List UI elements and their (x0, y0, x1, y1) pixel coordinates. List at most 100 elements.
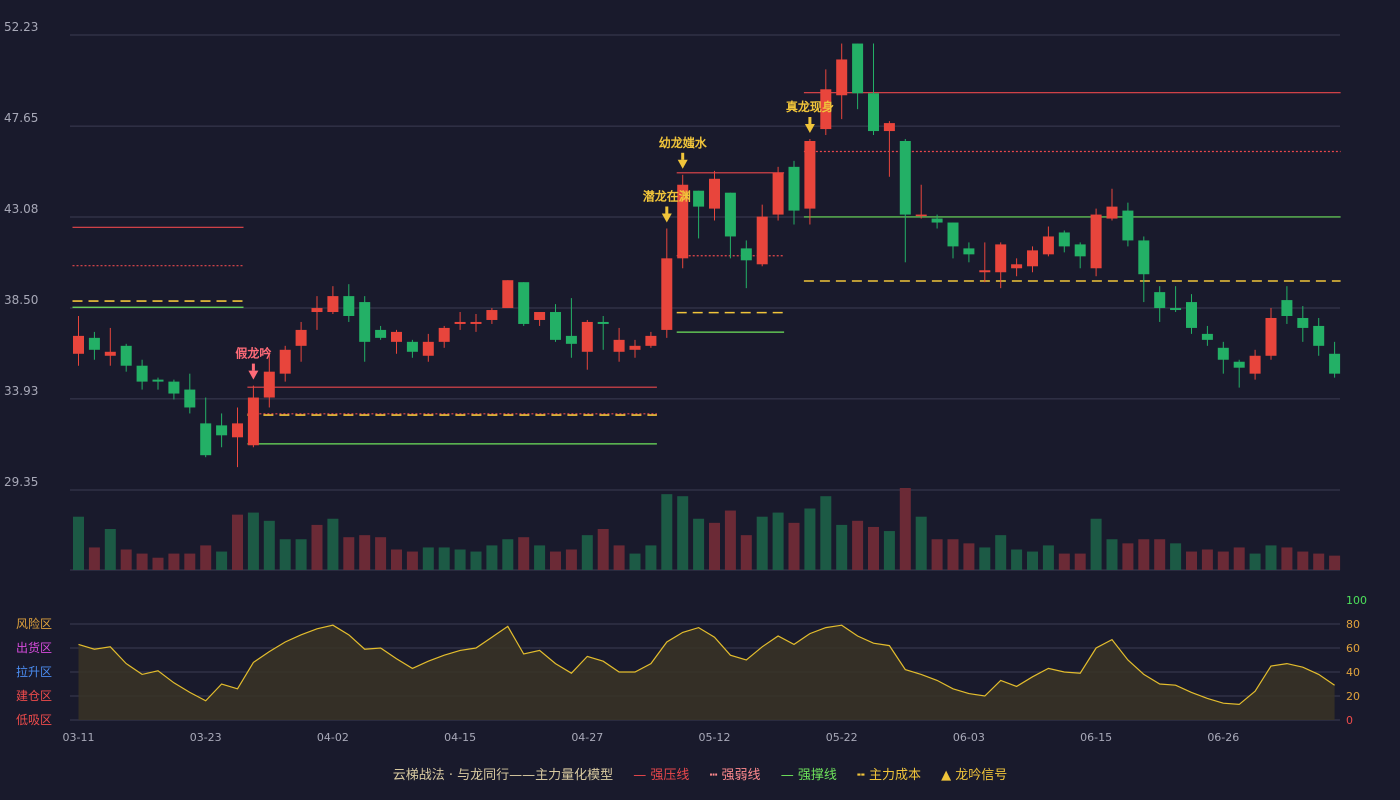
volume-bar (216, 551, 228, 570)
candle-body (343, 296, 355, 316)
candle-body (995, 244, 1007, 273)
dotted-line-icon: ┅ (709, 768, 718, 783)
legend-signal[interactable]: ▲ 龙吟信号 (941, 768, 1007, 783)
candle-body (947, 222, 959, 247)
volume-bar (693, 518, 705, 570)
candle-body (391, 331, 402, 342)
volume-bar (772, 512, 784, 570)
volume-bar (1090, 518, 1102, 570)
volume-bar (1074, 553, 1086, 570)
candle-body (470, 321, 482, 324)
volume-bar (836, 524, 848, 570)
candle-body (661, 258, 673, 330)
price-tick-label: 38.50 (4, 293, 38, 307)
volume-bar (295, 539, 307, 570)
date-tick-label: 04-15 (444, 731, 476, 744)
osc-tick-label: 80 (1346, 618, 1360, 631)
candle-body (756, 216, 768, 265)
candle-body (216, 425, 228, 436)
date-tick-label: 03-11 (63, 731, 95, 744)
candle-body (200, 423, 212, 456)
volume-bar (279, 539, 291, 570)
candle-body (73, 335, 84, 354)
legend-strong-press[interactable]: — 强压线 (633, 768, 689, 783)
volume-bar (852, 520, 864, 570)
volume-bar (470, 551, 482, 570)
legend-main-cost-label: 主力成本 (868, 768, 921, 783)
candle-body (1042, 236, 1054, 255)
candle-body (693, 190, 705, 207)
volume-bar (311, 524, 323, 570)
candle-body (899, 140, 911, 215)
candle-body (406, 341, 418, 352)
volume-bar (915, 516, 927, 570)
candle-body (883, 123, 895, 132)
legend-strong-support[interactable]: — 强撑线 (781, 768, 837, 783)
candle-body (979, 270, 991, 273)
volume-bar (1329, 555, 1341, 570)
volume-bar (232, 514, 243, 570)
candle-body (629, 345, 641, 350)
candle-body (247, 397, 259, 446)
volume-bar (359, 535, 371, 570)
volume-bar (550, 551, 561, 570)
legend-strong-weak[interactable]: ┅ 强弱线 (710, 768, 761, 783)
osc-tick-label: 100 (1346, 594, 1367, 607)
signal-arrow-stem (681, 152, 685, 160)
volume-bar (804, 508, 816, 570)
legend-main-cost[interactable]: ╍ 主力成本 (857, 768, 921, 783)
candle-body (486, 310, 498, 320)
volume-bar (502, 539, 514, 570)
volume-bar (247, 512, 259, 570)
date-tick-label: 03-23 (190, 731, 222, 744)
candle-body (613, 339, 625, 352)
volume-bar (868, 526, 879, 570)
volume-bar (613, 545, 625, 570)
signal-label: 假龙吟 (235, 346, 271, 361)
volume-bar (1154, 539, 1166, 570)
candle-body (502, 280, 514, 309)
volume-bar (1249, 553, 1261, 570)
candle-body (1154, 292, 1166, 309)
candle-body (724, 192, 736, 237)
volume-bar (88, 547, 100, 570)
volume-bar (677, 496, 689, 570)
legend-signal-label: 龙吟信号 (955, 768, 1008, 783)
candle-body (565, 335, 577, 344)
price-tick-label: 52.23 (4, 20, 38, 34)
volume-bar (1138, 539, 1150, 570)
candle-body (868, 93, 879, 132)
dashed-line-icon: ╍ (856, 768, 865, 783)
candle-body (1249, 355, 1261, 374)
volume-bar (1170, 543, 1182, 570)
candle-body (1265, 317, 1277, 356)
osc-zone-label: 出货区 (16, 640, 52, 655)
volume-bar (709, 522, 720, 570)
volume-bar (740, 535, 752, 570)
volume-bar (1313, 553, 1325, 570)
osc-tick-label: 60 (1346, 642, 1360, 655)
candle-body (136, 365, 148, 382)
candle-body (88, 337, 100, 350)
candle-body (120, 345, 132, 366)
volume-bar (756, 516, 768, 570)
candle-body (454, 321, 466, 324)
price-tick-label: 47.65 (4, 111, 38, 125)
legend-title: 云梯战法 · 与龙同行——主力量化模型 (392, 768, 614, 783)
candle-body (1122, 210, 1134, 241)
volume-bar (73, 516, 84, 570)
candle-body (1074, 244, 1086, 257)
date-tick-label: 05-22 (826, 731, 858, 744)
candle-body (740, 248, 752, 261)
legend-strong-weak-label: 强弱线 (721, 768, 761, 783)
candle-body (359, 302, 371, 342)
signal-arrow-stem (665, 206, 669, 214)
candle-body (534, 312, 546, 320)
volume-bar (883, 531, 895, 570)
volume-bar (406, 551, 418, 570)
candle-body (263, 371, 275, 398)
signal-arrow-icon (804, 124, 815, 134)
volume-bar (1297, 551, 1309, 570)
date-tick-label: 04-27 (571, 731, 603, 744)
volume-bar (565, 549, 577, 570)
